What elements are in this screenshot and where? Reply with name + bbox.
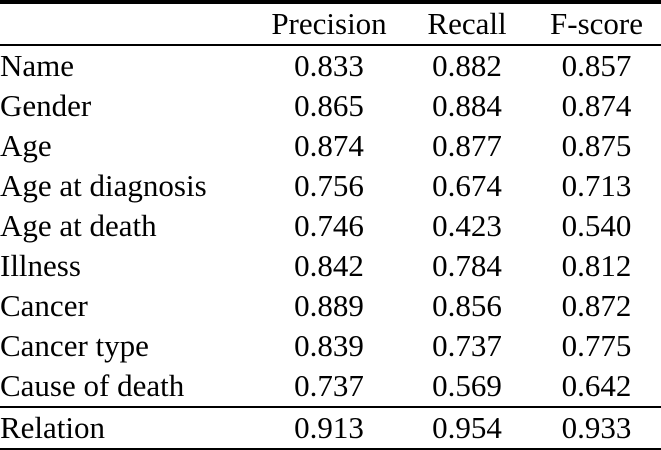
table-row-age: Age 0.874 0.877 0.875 xyxy=(0,126,661,166)
table-row-illness: Illness 0.842 0.784 0.812 xyxy=(0,246,661,286)
cell-precision: 0.756 xyxy=(294,168,364,203)
table-row-gender: Gender 0.865 0.884 0.874 xyxy=(0,86,661,126)
cell-fscore: 0.933 xyxy=(532,406,661,450)
row-label: Gender xyxy=(0,88,92,123)
table-row-name: Name 0.833 0.882 0.857 xyxy=(0,45,661,86)
row-label: Illness xyxy=(0,248,81,283)
cell-recall: 0.423 xyxy=(432,208,502,243)
cell-fscore: 0.713 xyxy=(561,168,632,203)
cell-recall: 0.884 xyxy=(432,88,502,123)
table-row-age-at-death: Age at death 0.746 0.423 0.540 xyxy=(0,206,661,246)
cell-fscore: 0.775 xyxy=(561,328,632,363)
cell-fscore: 0.812 xyxy=(561,248,632,283)
cell-recall: 0.954 xyxy=(402,406,532,450)
header-recall: Recall xyxy=(402,2,532,46)
row-label: Relation xyxy=(0,406,256,450)
cell-fscore: 0.857 xyxy=(561,48,632,83)
row-label: Age at death xyxy=(0,208,157,243)
cell-precision: 0.865 xyxy=(294,88,364,123)
cell-fscore: 0.642 xyxy=(561,368,632,403)
cell-precision: 0.746 xyxy=(294,208,364,243)
cell-recall: 0.856 xyxy=(432,288,502,323)
table-row-cancer: Cancer 0.889 0.856 0.872 xyxy=(0,286,661,326)
cell-recall: 0.877 xyxy=(432,128,502,163)
cell-recall: 0.737 xyxy=(432,328,502,363)
table-row-cancer-type: Cancer type 0.839 0.737 0.775 xyxy=(0,326,661,366)
cell-fscore: 0.872 xyxy=(561,288,632,323)
cell-recall: 0.882 xyxy=(432,48,502,83)
table-row-age-at-diagnosis: Age at diagnosis 0.756 0.674 0.713 xyxy=(0,166,661,206)
row-label: Age at diagnosis xyxy=(0,168,207,203)
header-empty-cell xyxy=(0,2,256,46)
cell-precision: 0.842 xyxy=(294,248,364,283)
row-label: Cancer type xyxy=(0,328,149,363)
cell-precision: 0.874 xyxy=(294,128,364,163)
cell-precision: 0.889 xyxy=(294,288,364,323)
row-label: Age xyxy=(0,128,52,163)
cell-recall: 0.784 xyxy=(432,248,502,283)
header-precision: Precision xyxy=(256,2,402,46)
cell-precision: 0.833 xyxy=(294,48,364,83)
cell-fscore: 0.875 xyxy=(561,128,632,163)
cell-recall: 0.674 xyxy=(432,168,502,203)
cell-precision: 0.913 xyxy=(256,406,402,450)
row-label: Cancer xyxy=(0,288,88,323)
row-label: Cause of death xyxy=(0,368,185,403)
cell-fscore: 0.874 xyxy=(561,88,632,123)
table-header-row: Precision Recall F-score xyxy=(0,2,661,46)
cell-precision: 0.737 xyxy=(294,368,364,403)
table-row-relation: Relation 0.913 0.954 0.933 xyxy=(0,406,661,450)
row-label: Name xyxy=(0,48,75,83)
cell-recall: 0.569 xyxy=(432,368,502,403)
cell-precision: 0.839 xyxy=(294,328,364,363)
cell-fscore: 0.540 xyxy=(561,208,632,243)
table-row-cause-of-death: Cause of death 0.737 0.569 0.642 xyxy=(0,366,661,407)
header-fscore: F-score xyxy=(532,2,661,46)
